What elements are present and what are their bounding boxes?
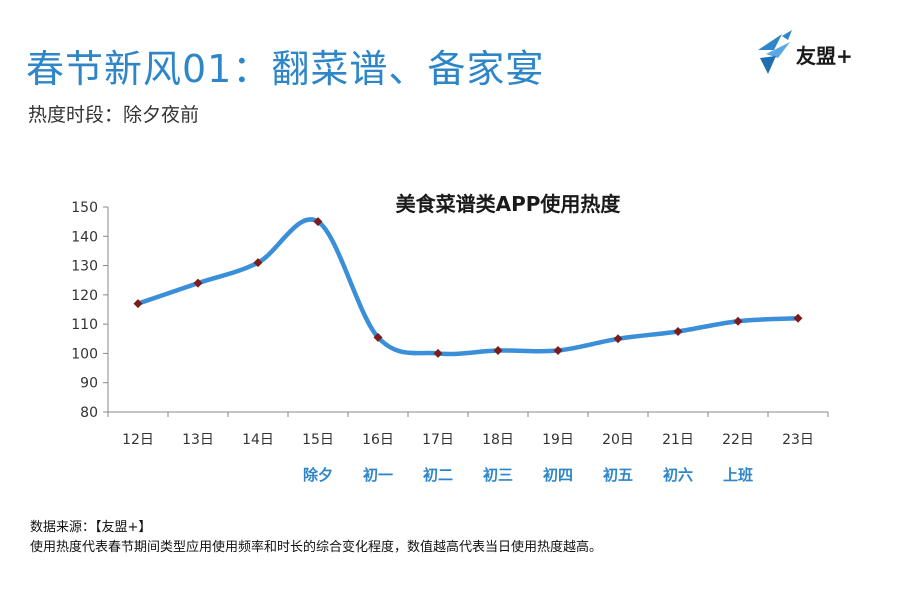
data-point	[313, 217, 323, 227]
festival-label: 初一	[363, 466, 393, 484]
festival-label: 初四	[543, 466, 573, 484]
festival-label: 初二	[423, 466, 453, 484]
x-tick-label: 16日	[362, 432, 394, 448]
page-title: 春节新风01：翻菜谱、备家宴	[26, 47, 545, 91]
chart-title: 美食菜谱类APP使用热度	[396, 192, 622, 216]
data-point	[613, 334, 623, 344]
y-tick-label: 80	[80, 405, 98, 421]
y-tick-label: 90	[80, 376, 98, 392]
x-tick-label: 20日	[602, 432, 634, 448]
data-point	[373, 332, 383, 342]
data-point	[673, 326, 683, 336]
series-line	[135, 217, 801, 357]
festival-label: 初三	[483, 466, 513, 484]
data-point	[733, 316, 743, 326]
x-tick-label: 21日	[662, 432, 694, 448]
y-tick-label: 130	[71, 259, 98, 275]
festival-label: 除夕	[303, 466, 333, 484]
x-tick-label: 14日	[242, 432, 274, 448]
x-tick-label: 23日	[782, 432, 814, 448]
x-tick-label: 12日	[122, 432, 154, 448]
data-point	[793, 313, 803, 323]
data-point	[433, 348, 443, 358]
data-source: 数据来源：【友盟+】	[30, 520, 152, 535]
festival-label: 初五	[603, 466, 633, 484]
brand-logo: 友盟+	[752, 28, 892, 78]
footer: 数据来源：【友盟+】 使用热度代表春节期间类型应用使用频率和时长的综合变化程度，…	[30, 518, 602, 558]
y-tick-label: 100	[71, 346, 98, 362]
footnote: 使用热度代表春节期间类型应用使用频率和时长的综合变化程度，数值越高代表当日使用热…	[30, 540, 603, 555]
y-tick-label: 140	[71, 229, 98, 245]
y-tick-label: 110	[71, 317, 98, 333]
data-point	[553, 346, 563, 355]
y-tick-label: 150	[71, 200, 98, 216]
data-point	[193, 278, 203, 288]
logo-text: 友盟+	[796, 44, 853, 68]
data-point	[253, 258, 263, 268]
x-tick-label: 19日	[542, 432, 574, 448]
x-tick-label: 22日	[722, 432, 754, 448]
x-tick-label: 15日	[302, 432, 334, 448]
x-tick-label: 17日	[422, 432, 454, 448]
data-point	[493, 346, 503, 355]
page-subtitle: 热度时段：除夕夜前	[28, 104, 200, 126]
x-tick-label: 13日	[182, 432, 214, 448]
data-point	[133, 299, 143, 309]
festival-label: 初六	[663, 466, 693, 484]
x-tick-label: 18日	[482, 432, 514, 448]
festival-label: 上班	[723, 466, 753, 484]
y-tick-label: 120	[71, 288, 98, 304]
bird-logo-icon	[758, 30, 792, 74]
